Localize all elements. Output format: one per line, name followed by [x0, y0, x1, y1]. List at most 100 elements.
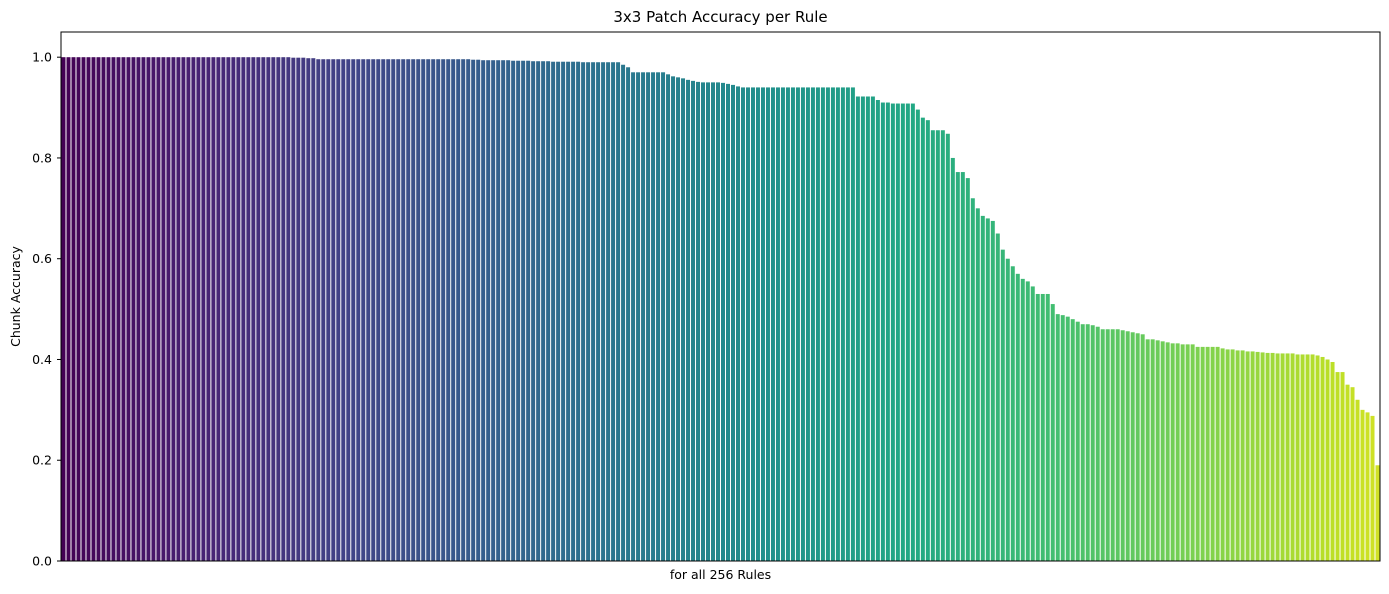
bar-rule-149	[800, 87, 805, 562]
bar-rule-173	[920, 117, 925, 562]
bar-rule-117	[641, 72, 646, 562]
bar-rule-240	[1255, 351, 1260, 561]
bar-rule-206	[1085, 324, 1090, 561]
bar-rule-36	[236, 57, 241, 561]
bar-rule-124	[676, 77, 681, 561]
bar-rule-189	[1000, 249, 1005, 561]
bar-rule-77	[441, 59, 446, 562]
bar-rule-154	[825, 87, 830, 562]
bar-rule-157	[840, 87, 845, 562]
bar-rule-156	[835, 87, 840, 562]
bar-rule-120	[656, 72, 661, 562]
bar-rule-164	[875, 100, 880, 561]
bar-rule-2	[66, 57, 71, 561]
bar-rule-72	[416, 59, 421, 562]
bar-rule-1	[61, 57, 66, 561]
bar-rule-256	[1335, 372, 1340, 561]
bar-rule-128	[696, 81, 701, 561]
bar-rule-13	[121, 57, 126, 561]
bar-rule-212	[1115, 329, 1120, 561]
bar-rule-155	[830, 87, 835, 562]
bar-rule-244	[1275, 353, 1280, 561]
bar-rule-168	[895, 103, 900, 561]
bar-rule-233	[1220, 348, 1225, 561]
bar-rule-62	[366, 59, 371, 562]
bar-rule-238	[1245, 351, 1250, 561]
bar-rule-245	[1280, 353, 1285, 561]
bar-rule-93	[521, 60, 526, 561]
bar-rule-104	[576, 61, 581, 561]
bar-rule-31	[211, 57, 216, 561]
bar-rule-39	[251, 57, 256, 561]
bar-rule-83	[471, 59, 476, 562]
bar-rule-199	[1050, 304, 1055, 561]
bar-rule-177	[940, 130, 945, 562]
bar-rule-236	[1235, 350, 1240, 561]
bar-rule-223	[1170, 343, 1175, 561]
bar-rule-180	[955, 172, 960, 561]
bar-rule-166	[885, 102, 890, 561]
bar-rule-171	[910, 103, 915, 561]
bar-rule-55	[331, 59, 336, 562]
bar-rule-176	[935, 130, 940, 562]
bar-rule-219	[1150, 339, 1155, 561]
bar-rule-6	[86, 57, 91, 561]
bar-rule-107	[591, 62, 596, 561]
bar-rule-234	[1225, 349, 1230, 561]
bar-rule-113	[621, 64, 626, 561]
bar-rule-33	[221, 57, 226, 561]
bar-rule-87	[491, 60, 496, 562]
bar-rule-131	[711, 82, 716, 561]
bar-rule-262	[1365, 412, 1370, 561]
bar-rule-138	[745, 87, 750, 562]
bar-rule-37	[241, 57, 246, 561]
bar-rule-148	[795, 87, 800, 562]
bar-rule-20	[156, 57, 161, 561]
bar-rule-79	[451, 59, 456, 562]
bar-rule-237	[1240, 350, 1245, 561]
bar-rule-96	[536, 61, 541, 561]
bar-rule-99	[551, 61, 556, 561]
bar-rule-202	[1065, 316, 1070, 561]
bar-rule-215	[1130, 332, 1135, 561]
bar-rule-4	[76, 57, 81, 561]
bar-rule-211	[1110, 329, 1115, 561]
bar-rule-204	[1075, 321, 1080, 561]
bar-rule-207	[1090, 325, 1095, 561]
bar-rule-260	[1355, 399, 1360, 561]
bar-rule-61	[361, 59, 366, 562]
bar-rule-35	[231, 57, 236, 561]
bar-rule-133	[721, 82, 725, 561]
bar-rule-182	[965, 178, 970, 561]
bar-rule-162	[865, 96, 870, 562]
bar-rule-228	[1195, 346, 1200, 561]
bar-rule-95	[531, 61, 536, 561]
bar-rule-75	[431, 59, 436, 562]
bar-rule-11	[111, 57, 116, 561]
bar-rule-22	[166, 57, 171, 561]
bar-rule-217	[1140, 334, 1145, 561]
bar-rule-190	[1005, 258, 1010, 561]
bar-rule-12	[116, 57, 121, 561]
bar-rule-227	[1190, 344, 1195, 561]
bar-rule-9	[101, 57, 106, 561]
bar-rule-235	[1230, 349, 1235, 561]
bar-rule-222	[1165, 342, 1170, 561]
bar-rule-85	[481, 60, 486, 562]
bar-rule-201	[1060, 315, 1065, 561]
bar-rule-29	[201, 57, 206, 561]
bar-rule-64	[376, 59, 381, 562]
bar-rule-21	[161, 57, 166, 561]
y-tick-label: 0.0	[32, 554, 52, 569]
bar-rule-191	[1010, 266, 1015, 561]
bar-rule-151	[810, 87, 815, 562]
bar-rule-28	[196, 57, 201, 561]
bar-rule-15	[131, 57, 136, 561]
bar-rule-174	[925, 120, 930, 562]
bar-rule-126	[686, 79, 691, 562]
bar-rule-115	[631, 72, 636, 562]
bar-rule-34	[226, 57, 231, 561]
bar-rule-193	[1020, 278, 1025, 561]
bar-rule-46	[286, 57, 291, 561]
bar-rule-58	[346, 59, 351, 562]
